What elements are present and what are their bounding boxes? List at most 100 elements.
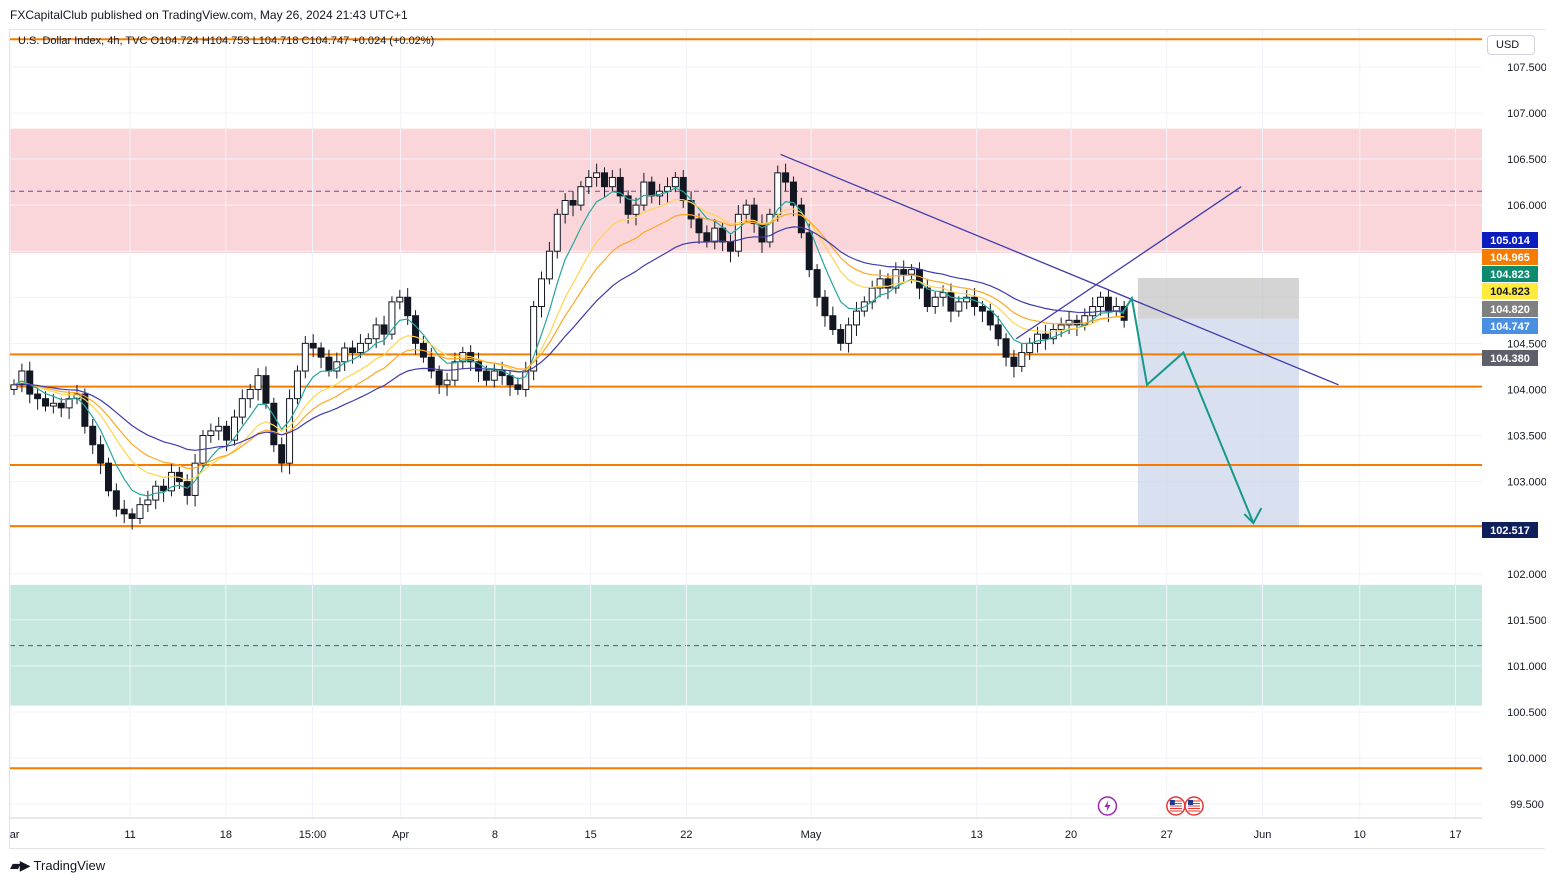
candle-body[interactable] (89, 425, 97, 446)
candle-body[interactable] (545, 250, 553, 280)
candle-body[interactable] (475, 361, 483, 372)
chart-canvas[interactable]: 99.500 100.000 100.500 101.000 101.500 102.00… (10, 30, 1546, 850)
tradingview-logo[interactable]: ▰▶ TradingView (10, 857, 105, 874)
candle-body[interactable] (569, 200, 577, 206)
candle-body[interactable] (608, 176, 616, 188)
candle-body[interactable] (427, 356, 435, 372)
candle-body[interactable] (553, 213, 561, 252)
candle-body[interactable] (782, 172, 790, 183)
candle-body[interactable] (404, 296, 412, 317)
candle-body[interactable] (451, 361, 459, 381)
candle-body[interactable] (884, 278, 892, 289)
candle-body[interactable] (254, 375, 262, 390)
candle-body[interactable] (388, 301, 396, 335)
candle-body[interactable] (986, 310, 994, 326)
candle-body[interactable] (317, 347, 325, 358)
resistance-trendline[interactable] (780, 153, 1339, 386)
candle-body[interactable] (593, 172, 601, 178)
candle-body[interactable] (805, 232, 813, 271)
candle-body[interactable] (679, 176, 687, 202)
candle-body[interactable] (97, 444, 105, 464)
candle-body[interactable] (734, 213, 742, 252)
candle-body[interactable] (766, 213, 774, 243)
candle-body[interactable] (577, 186, 585, 206)
candle-body[interactable] (750, 204, 758, 225)
candle-body[interactable] (663, 186, 671, 192)
candle-body[interactable] (144, 499, 152, 506)
candle-body[interactable] (908, 269, 916, 275)
candle-body[interactable] (49, 402, 57, 407)
candle-body[interactable] (671, 176, 679, 188)
projection-path[interactable] (1121, 295, 1255, 524)
candle-body[interactable] (876, 278, 884, 289)
candle-body[interactable] (789, 181, 797, 206)
candle-body[interactable] (994, 324, 1002, 340)
candle-body[interactable] (160, 485, 168, 492)
candle-body[interactable] (711, 227, 719, 243)
candle-body[interactable] (955, 301, 963, 312)
candle-body[interactable] (207, 430, 215, 437)
candle-body[interactable] (191, 462, 199, 496)
candle-body[interactable] (1002, 338, 1010, 358)
candle-body[interactable] (1104, 296, 1112, 312)
candle-body[interactable] (931, 296, 939, 307)
candle-body[interactable] (1089, 305, 1097, 317)
candle-body[interactable] (364, 338, 372, 344)
candle-body[interactable] (230, 416, 238, 441)
candle-body[interactable] (215, 425, 223, 432)
candle-body[interactable] (482, 370, 490, 381)
candle-body[interactable] (435, 370, 443, 386)
candle-body[interactable] (640, 181, 648, 206)
candle-body[interactable] (34, 393, 42, 400)
candle-body[interactable] (262, 375, 270, 404)
candle-body[interactable] (104, 462, 112, 492)
candle-body[interactable] (223, 425, 231, 441)
candle-body[interactable] (1034, 333, 1042, 344)
candle-body[interactable] (1041, 333, 1049, 340)
candle-body[interactable] (695, 218, 703, 234)
candle-body[interactable] (923, 287, 931, 307)
candle-body[interactable] (648, 181, 656, 197)
candle-body[interactable] (915, 269, 923, 289)
candle-body[interactable] (530, 305, 538, 372)
candle-body[interactable] (120, 508, 128, 515)
candle-body[interactable] (1073, 319, 1081, 326)
candle-body[interactable] (538, 278, 546, 307)
candle-body[interactable] (742, 204, 750, 215)
candle-body[interactable] (490, 370, 498, 381)
candle-body[interactable] (601, 172, 609, 188)
candle-body[interactable] (892, 269, 900, 289)
candle-body[interactable] (356, 342, 364, 354)
candle-body[interactable] (65, 398, 73, 409)
candle-body[interactable] (514, 384, 522, 390)
candle-body[interactable] (10, 384, 18, 390)
candle-body[interactable] (1065, 319, 1073, 326)
rising-trendline[interactable] (1015, 186, 1242, 340)
candle-body[interactable] (616, 176, 624, 197)
candle-body[interactable] (301, 342, 309, 372)
candle-body[interactable] (278, 444, 286, 464)
candle-body[interactable] (1049, 329, 1057, 340)
candle-body[interactable] (112, 490, 120, 510)
candle-body[interactable] (396, 296, 404, 303)
candle-body[interactable] (57, 402, 65, 409)
candle-body[interactable] (719, 227, 727, 243)
candle-body[interactable] (703, 232, 711, 243)
candle-body[interactable] (726, 241, 734, 252)
candle-body[interactable] (506, 375, 514, 386)
candle-body[interactable] (939, 292, 947, 298)
candle-body[interactable] (128, 513, 136, 519)
candle-body[interactable] (1097, 296, 1105, 307)
candle-body[interactable] (412, 315, 420, 344)
candle-body[interactable] (246, 388, 254, 400)
candle-body[interactable] (1026, 342, 1034, 354)
candle-body[interactable] (325, 356, 333, 372)
candle-body[interactable] (1057, 324, 1065, 331)
candle-body[interactable] (845, 324, 853, 344)
candle-body[interactable] (18, 370, 26, 386)
candle-body[interactable] (41, 398, 49, 407)
candle-body[interactable] (380, 324, 388, 335)
chart-frame[interactable]: 99.500 100.000 100.500 101.000 101.500 102.00… (9, 29, 1546, 850)
candle-body[interactable] (341, 347, 349, 363)
candle-body[interactable] (852, 310, 860, 326)
